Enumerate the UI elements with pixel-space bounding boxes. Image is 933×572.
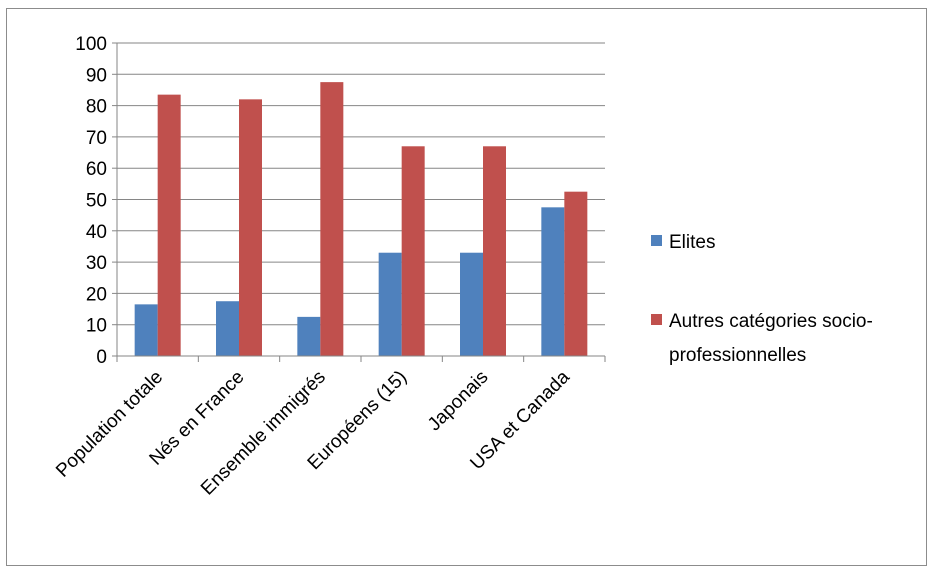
bar-autres-4: [483, 146, 506, 356]
y-tick-label: 90: [86, 65, 107, 86]
axes: [112, 42, 606, 362]
legend: Elites Autres catégories socio-profession…: [651, 232, 873, 366]
bar-elites-4: [460, 252, 483, 356]
x-tick-label: Population totale: [52, 367, 167, 482]
gridlines: [117, 42, 605, 326]
legend-label: Autres catégories socio-: [669, 311, 873, 332]
y-tick-label: 30: [86, 253, 107, 274]
bars: [134, 82, 588, 357]
y-tick-label: 50: [86, 191, 107, 212]
y-tick-label: 80: [86, 97, 107, 118]
y-tick-label: 70: [86, 128, 107, 149]
y-tick-label: 60: [86, 159, 107, 180]
x-tick-label: Japonais: [424, 367, 493, 436]
y-tick-labels: 0 10 20 30 40 50 60 70 80 90 100: [75, 34, 107, 368]
bar-autres-3: [401, 146, 425, 356]
legend-swatch-elites: [651, 235, 662, 246]
bar-autres-5: [564, 191, 588, 356]
y-tick-label: 100: [75, 34, 107, 55]
bar-elites-5: [541, 207, 565, 356]
legend-swatch-autres: [651, 314, 662, 325]
bar-elites-0: [134, 304, 158, 356]
legend-label: Elites: [669, 232, 715, 253]
y-tick-label: 10: [86, 316, 107, 337]
y-tick-label: 0: [96, 347, 107, 368]
bar-autres-0: [157, 94, 181, 357]
bar-autres-1: [239, 99, 262, 356]
y-tick-label: 40: [86, 222, 107, 243]
legend-label: professionnelles: [669, 345, 806, 366]
bar-elites-2: [297, 316, 321, 356]
bar-autres-2: [320, 82, 344, 356]
y-tick-label: 20: [86, 284, 107, 305]
bar-elites-1: [216, 301, 239, 356]
bar-elites-3: [378, 252, 402, 356]
